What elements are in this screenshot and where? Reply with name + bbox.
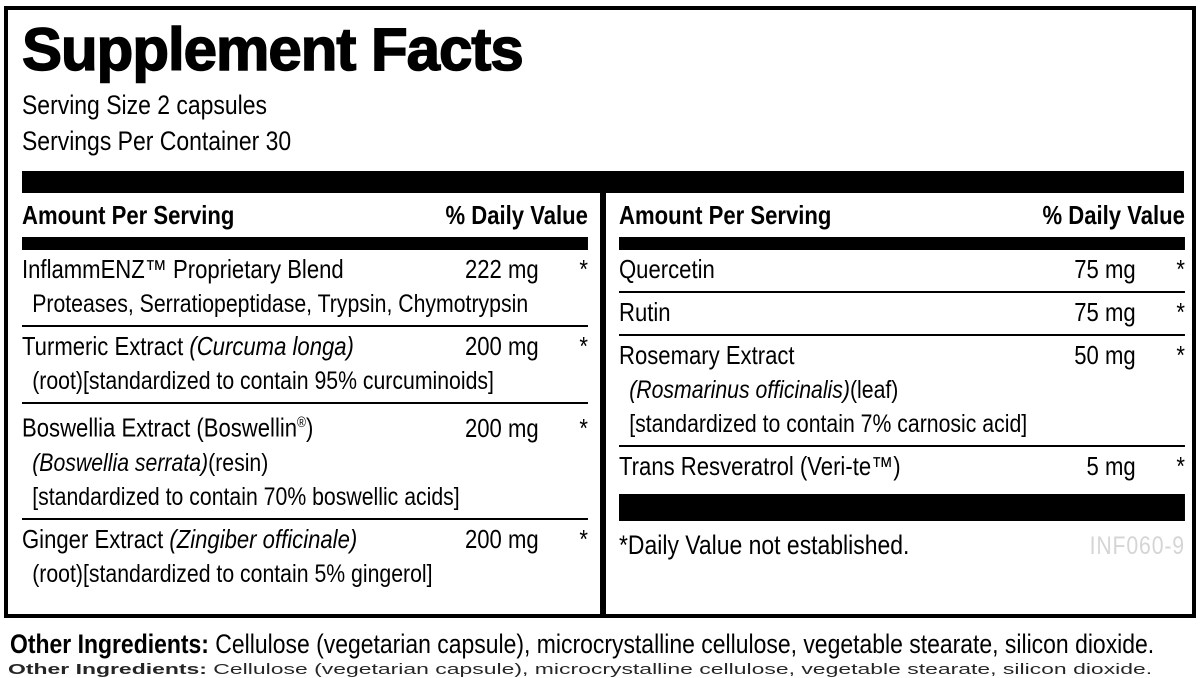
ingredient-main-line: Rosemary Extract 50 mg * bbox=[619, 338, 1185, 373]
servings-per-container: Servings Per Container 30 bbox=[22, 126, 292, 156]
serving-size: Serving Size 2 capsules bbox=[22, 90, 267, 120]
other-ingredients-label: Other Ingredients: bbox=[8, 661, 207, 678]
text-segment: Rutin bbox=[619, 297, 671, 327]
daily-value-asterisk: * bbox=[579, 331, 588, 361]
ingredient-detail-line: [standardized to contain 7% carnosic aci… bbox=[619, 407, 1185, 441]
ingredient-name: Trans Resveratrol (Veri-te™) bbox=[619, 449, 1025, 484]
ingredient-rows: InflammENZ™ Proprietary Blend 222 mg * Prot… bbox=[22, 250, 588, 595]
ingredient-amount: 200 mg bbox=[464, 331, 539, 361]
botanical-name: (Boswellia serrata) bbox=[32, 448, 209, 477]
clipped-repeat-line: Other Ingredients: Cellulose (vegetarian… bbox=[8, 661, 1152, 678]
ingredient-name: Ginger Extract (Zingiber officinale) bbox=[22, 522, 428, 557]
ingredient-name: InflammENZ™ Proprietary Blend bbox=[22, 252, 428, 287]
facts-columns: Amount Per Serving % Daily Value Inflamm… bbox=[22, 193, 1185, 614]
text-segment: Turmeric Extract bbox=[22, 331, 190, 361]
ingredient-amount: 75 mg bbox=[1074, 297, 1136, 327]
text-segment: [standardized to contain 7% carnosic aci… bbox=[629, 410, 1028, 438]
ingredient-amount: 75 mg bbox=[1074, 254, 1136, 284]
other-ingredients-label: Other Ingredients: bbox=[10, 629, 209, 659]
ingredient-main-line: InflammENZ™ Proprietary Blend 222 mg * bbox=[22, 252, 588, 287]
amount-per-serving-header: Amount Per Serving bbox=[22, 199, 235, 230]
table-row: Boswellia Extract (Boswellin®) 200 mg * (Bo… bbox=[22, 402, 588, 518]
ingredient-rows: Quercetin 75 mg * Rutin 75 mg * Rosemary Extra… bbox=[619, 250, 1185, 488]
daily-value-asterisk: * bbox=[1176, 254, 1185, 284]
header-divider-bar bbox=[22, 237, 588, 250]
ingredient-amount: 5 mg bbox=[1086, 451, 1136, 481]
daily-value-asterisk: * bbox=[579, 412, 588, 443]
text-segment: ) bbox=[306, 412, 314, 443]
ingredient-detail-line: (Rosmarinus officinalis)(leaf) bbox=[619, 373, 1185, 407]
ingredient-amount: 200 mg bbox=[464, 523, 539, 554]
supplement-facts-panel: Supplement Facts Serving Size 2 capsules… bbox=[4, 6, 1196, 618]
daily-value-header: % Daily Value bbox=[445, 199, 588, 230]
table-row: Turmeric Extract (Curcuma longa) 200 mg * (… bbox=[22, 325, 588, 402]
table-row: Rosemary Extract 50 mg * (Rosmarinus offici… bbox=[619, 334, 1185, 445]
text-segment: (leaf) bbox=[849, 376, 899, 404]
top-divider-bar bbox=[22, 171, 1184, 193]
daily-value-asterisk: * bbox=[1176, 340, 1185, 370]
text-segment: [standardized to contain 70% boswellic a… bbox=[32, 482, 460, 511]
ingredient-main-line: Trans Resveratrol (Veri-te™) 5 mg * bbox=[619, 449, 1185, 484]
botanical-name: (Zingiber officinale) bbox=[169, 523, 358, 554]
text-segment: Trans Resveratrol (Veri-te™) bbox=[619, 451, 901, 481]
ingredient-detail-line: Proteases, Serratiopeptidase, Trypsin, C… bbox=[22, 287, 588, 321]
ingredient-main-line: Quercetin 75 mg * bbox=[619, 252, 1185, 287]
ingredient-detail-line: [standardized to contain 70% boswellic a… bbox=[22, 480, 588, 514]
text-segment: Boswellia Extract (Boswellin bbox=[22, 412, 298, 443]
ingredient-detail-line: (Boswellia serrata)(resin) bbox=[22, 446, 588, 480]
daily-value-asterisk: * bbox=[1176, 451, 1185, 481]
botanical-name: (Rosmarinus officinalis) bbox=[629, 376, 850, 404]
ingredient-name: Rutin bbox=[619, 295, 1025, 330]
ingredient-name: Quercetin bbox=[619, 252, 1025, 287]
table-row: Ginger Extract (Zingiber officinale) 200 … bbox=[22, 517, 588, 595]
text-segment: Quercetin bbox=[619, 254, 715, 284]
text-segment: Ginger Extract bbox=[22, 523, 170, 554]
daily-value-asterisk: * bbox=[579, 254, 588, 284]
left-column: Amount Per Serving % Daily Value Inflamm… bbox=[22, 193, 588, 614]
product-code: INF060-9 bbox=[1089, 532, 1185, 560]
ingredient-amount: 50 mg bbox=[1074, 340, 1136, 370]
column-divider bbox=[600, 193, 606, 614]
other-ingredients-text: Cellulose (vegetarian capsule), microcry… bbox=[206, 661, 1153, 678]
ingredient-main-line: Ginger Extract (Zingiber officinale) 200 … bbox=[22, 522, 588, 557]
right-column-header: Amount Per Serving % Daily Value bbox=[619, 193, 1185, 237]
ingredient-amount: 222 mg bbox=[464, 254, 539, 284]
text-segment: (root)[standardized to contain 5% ginger… bbox=[32, 559, 433, 588]
ingredient-name: Boswellia Extract (Boswellin®) bbox=[22, 406, 428, 446]
registered-trademark-symbol: ® bbox=[297, 415, 307, 431]
ingredient-name: Turmeric Extract (Curcuma longa) bbox=[22, 329, 428, 364]
amount-per-serving-header: Amount Per Serving bbox=[619, 199, 832, 230]
text-segment: InflammENZ™ Proprietary Blend bbox=[22, 254, 344, 284]
right-column: Amount Per Serving % Daily Value Quercet… bbox=[619, 193, 1185, 614]
text-segment: Rosemary Extract bbox=[619, 340, 795, 370]
ingredient-name: Rosemary Extract bbox=[619, 338, 1025, 373]
footnote-divider-bar bbox=[619, 494, 1185, 521]
header-divider-bar bbox=[619, 237, 1185, 250]
other-ingredients-text: Cellulose (vegetarian capsule), microcry… bbox=[208, 629, 1155, 659]
panel-title: Supplement Facts bbox=[21, 16, 524, 83]
botanical-name: (Curcuma longa) bbox=[189, 331, 354, 361]
ingredient-main-line: Rutin 75 mg * bbox=[619, 295, 1185, 330]
daily-value-asterisk: * bbox=[1176, 297, 1185, 327]
ingredient-main-line: Boswellia Extract (Boswellin®) 200 mg * bbox=[22, 406, 588, 446]
footnote-row: *Daily Value not established. INF060-9 bbox=[619, 530, 1185, 561]
table-row: Trans Resveratrol (Veri-te™) 5 mg * bbox=[619, 445, 1185, 488]
ingredient-amount: 200 mg bbox=[464, 412, 539, 443]
text-segment: (resin) bbox=[208, 448, 269, 477]
daily-value-header: % Daily Value bbox=[1042, 199, 1185, 230]
ingredient-detail-line: (root)[standardized to contain 95% curcu… bbox=[22, 364, 588, 398]
daily-value-asterisk: * bbox=[579, 523, 588, 554]
left-column-header: Amount Per Serving % Daily Value bbox=[22, 193, 588, 237]
table-row: InflammENZ™ Proprietary Blend 222 mg * Prot… bbox=[22, 250, 588, 325]
table-row: Rutin 75 mg * bbox=[619, 291, 1185, 334]
ingredient-main-line: Turmeric Extract (Curcuma longa) 200 mg * bbox=[22, 329, 588, 364]
table-row: Quercetin 75 mg * bbox=[619, 250, 1185, 291]
daily-value-footnote: *Daily Value not established. bbox=[619, 530, 910, 560]
text-segment: Proteases, Serratiopeptidase, Trypsin, C… bbox=[32, 290, 529, 318]
text-segment: (root)[standardized to contain 95% curcu… bbox=[32, 367, 494, 395]
other-ingredients-line: Other Ingredients: Cellulose (vegetarian… bbox=[10, 627, 1154, 661]
ingredient-detail-line: (root)[standardized to contain 5% ginger… bbox=[22, 557, 588, 591]
